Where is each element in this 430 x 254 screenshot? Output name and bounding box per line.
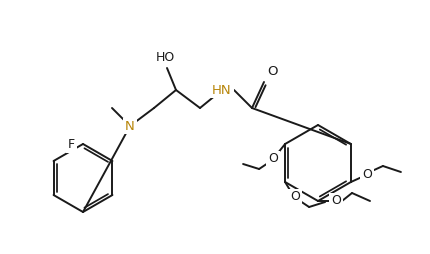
Text: HO: HO (155, 51, 175, 64)
Text: O: O (268, 152, 278, 166)
Text: HN: HN (212, 84, 232, 97)
Text: N: N (125, 119, 135, 133)
Text: O: O (362, 167, 372, 181)
Text: O: O (331, 195, 341, 208)
Text: O: O (290, 190, 300, 203)
Text: F: F (68, 138, 75, 151)
Text: O: O (267, 65, 277, 78)
